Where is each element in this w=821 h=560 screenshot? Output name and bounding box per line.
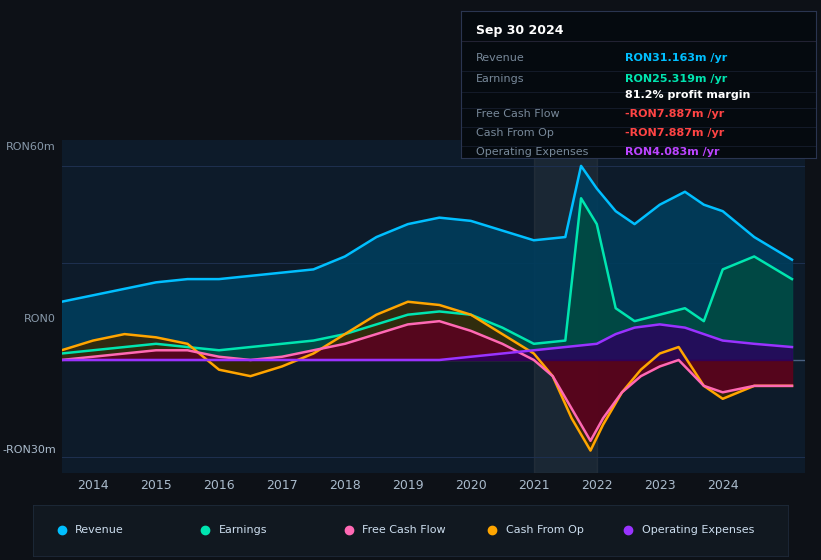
Text: Cash From Op: Cash From Op bbox=[475, 128, 553, 138]
Text: Free Cash Flow: Free Cash Flow bbox=[362, 525, 446, 535]
Text: Earnings: Earnings bbox=[475, 74, 524, 83]
Text: -RON7.887m /yr: -RON7.887m /yr bbox=[625, 109, 724, 119]
Text: Revenue: Revenue bbox=[475, 53, 525, 63]
Text: RON0: RON0 bbox=[24, 314, 56, 324]
Text: Revenue: Revenue bbox=[76, 525, 124, 535]
Bar bbox=[534, 140, 597, 473]
Text: 81.2% profit margin: 81.2% profit margin bbox=[625, 90, 750, 100]
Text: RON4.083m /yr: RON4.083m /yr bbox=[625, 147, 719, 157]
Text: -RON30m: -RON30m bbox=[2, 445, 56, 455]
Text: Operating Expenses: Operating Expenses bbox=[642, 525, 754, 535]
Text: Operating Expenses: Operating Expenses bbox=[475, 147, 588, 157]
Text: RON25.319m /yr: RON25.319m /yr bbox=[625, 74, 727, 83]
Text: -RON7.887m /yr: -RON7.887m /yr bbox=[625, 128, 724, 138]
Text: Free Cash Flow: Free Cash Flow bbox=[475, 109, 559, 119]
Text: Earnings: Earnings bbox=[218, 525, 267, 535]
Text: Sep 30 2024: Sep 30 2024 bbox=[475, 25, 563, 38]
Text: RON31.163m /yr: RON31.163m /yr bbox=[625, 53, 727, 63]
Text: Cash From Op: Cash From Op bbox=[506, 525, 584, 535]
Text: RON60m: RON60m bbox=[6, 142, 56, 152]
